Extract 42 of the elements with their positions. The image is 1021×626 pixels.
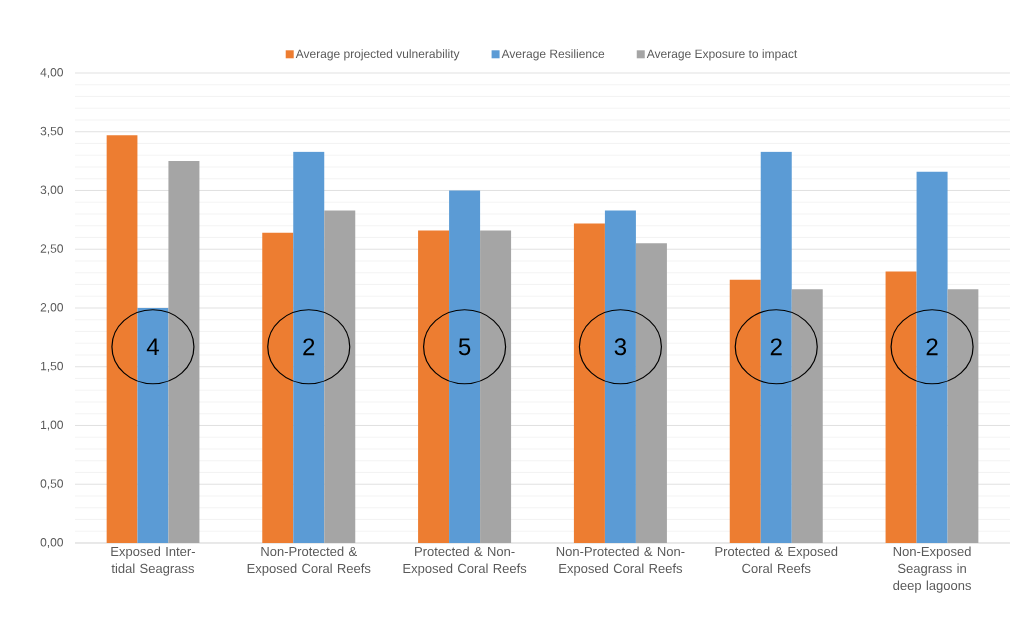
bar — [324, 210, 356, 543]
bar — [760, 151, 792, 543]
bar — [885, 271, 917, 543]
annotation: 2 — [303, 338, 315, 356]
annotation: 4 — [146, 338, 159, 356]
bar — [168, 161, 200, 543]
x-tick-label: Non-Exposed Seagrass in deep lagoons — [893, 546, 971, 593]
x-tick-label: Exposed Inter-tidal Seagrass — [111, 546, 195, 576]
bar — [106, 135, 138, 543]
y-tick-label: 1,50 — [41, 361, 64, 372]
y-tick-label: 1,00 — [41, 420, 64, 431]
bar — [573, 223, 605, 543]
bar — [604, 210, 636, 543]
bar — [293, 151, 325, 543]
bar — [791, 289, 823, 543]
y-tick-label: 3,50 — [40, 126, 64, 137]
legend-label: Average projected vulnerability — [295, 49, 460, 61]
legend-label: Average Resilience — [501, 49, 605, 61]
annotation: 2 — [926, 338, 938, 356]
bar — [635, 243, 667, 543]
y-tick-label: 0,50 — [40, 479, 64, 490]
annotation: 2 — [770, 338, 782, 356]
bar — [729, 279, 761, 543]
y-tick-label: 2,00 — [40, 303, 64, 313]
legend-label: Average Exposure to impact — [646, 49, 798, 61]
bar — [137, 307, 169, 543]
annotation: 5 — [458, 338, 471, 356]
y-tick-label: 0,00 — [40, 538, 64, 548]
x-tick-label: Protected & Non-Exposed Coral Reefs — [403, 546, 527, 576]
y-tick-label: 4,00 — [40, 68, 64, 78]
x-tick-label: Non-Protected & Exposed Coral Reefs — [247, 546, 371, 576]
bar — [418, 230, 450, 543]
bar — [916, 171, 948, 543]
bar — [449, 190, 481, 543]
bar — [480, 230, 512, 543]
y-tick-label: 3,00 — [40, 185, 64, 196]
annotation: 3 — [614, 338, 627, 356]
x-tick-label: Non-Protected & Non-Exposed Coral Reefs — [556, 546, 685, 576]
bar — [262, 232, 294, 543]
x-tick-label: Protected & Exposed Coral Reefs — [715, 546, 838, 574]
bar — [947, 289, 979, 543]
y-tick-label: 2,50 — [40, 244, 64, 255]
